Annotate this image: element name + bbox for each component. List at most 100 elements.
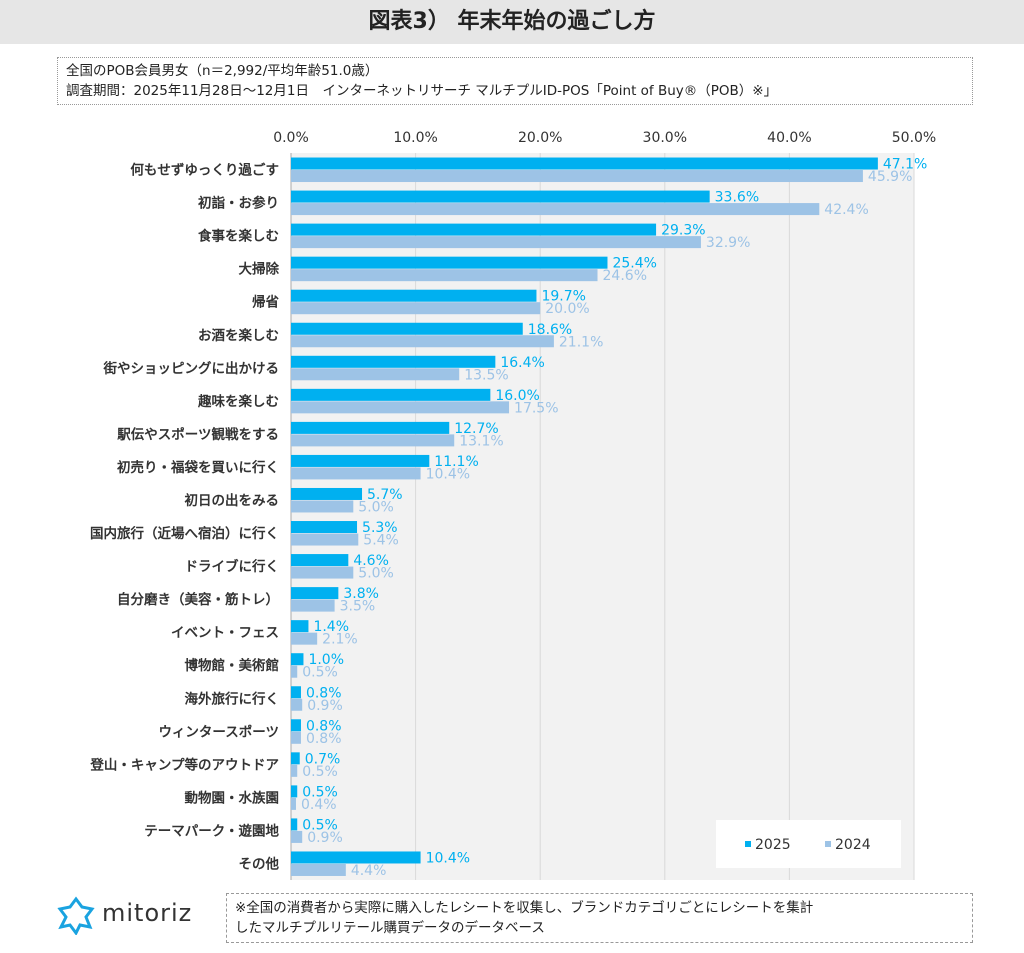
- data-label-2025: 29.3%: [661, 223, 705, 239]
- category-label: 食事を楽しむ: [198, 228, 279, 245]
- bar-2024: [291, 434, 455, 447]
- bar-2024: [291, 368, 460, 381]
- bar-2024: [291, 269, 598, 282]
- category-label: ウィンタースポーツ: [158, 723, 279, 740]
- data-label-2024: 45.9%: [868, 169, 912, 185]
- data-label-2025: 0.7%: [305, 751, 341, 767]
- bar-2024: [291, 533, 359, 546]
- category-label: 海外旅行に行く: [185, 690, 280, 707]
- bar-2025: [291, 686, 301, 699]
- bar-2025: [291, 388, 491, 401]
- category-label: 初詣・お参り: [198, 195, 279, 212]
- bar-2025: [291, 521, 358, 534]
- mitoriz-logo: mitoriz: [56, 895, 226, 936]
- category-label: 初売り・福袋を買いに行く: [117, 459, 279, 476]
- legend-label: 2025: [755, 837, 791, 853]
- data-label-2024: 0.9%: [307, 698, 343, 714]
- category-label: ドライブに行く: [185, 558, 280, 575]
- category-label: 登山・キャンプ等のアウトドア: [89, 756, 279, 773]
- footnote-line: ※全国の消費者から実際に購入したレシートを収集し、ブランドカテゴリごとにレシート…: [235, 900, 814, 916]
- category-label: 初日の出をみる: [185, 492, 280, 509]
- bar-2024: [291, 797, 296, 810]
- bar-2024: [291, 764, 298, 777]
- category-label: テーマパーク・遊園地: [144, 822, 279, 839]
- data-label-2024: 4.4%: [351, 863, 387, 879]
- data-label-2025: 5.3%: [362, 520, 398, 536]
- bar-2025: [291, 421, 450, 434]
- bar-2025: [291, 487, 363, 500]
- data-label-2024: 5.4%: [363, 533, 399, 549]
- x-tick-label: 20.0%: [518, 130, 562, 146]
- legend-marker-2025: [745, 841, 751, 847]
- category-label: 帰省: [252, 294, 279, 311]
- data-label-2025: 0.5%: [302, 784, 338, 800]
- bar-2024: [291, 302, 541, 315]
- data-label-2024: 0.8%: [306, 731, 342, 747]
- data-label-2024: 3.5%: [340, 599, 376, 615]
- bar-2025: [291, 620, 309, 633]
- data-label-2024: 10.4%: [426, 466, 470, 482]
- bar-2025: [291, 587, 339, 600]
- data-label-2025: 3.8%: [343, 586, 379, 602]
- bar-2024: [291, 830, 303, 843]
- bar-2024: [291, 698, 303, 711]
- footnote: ※全国の消費者から実際に購入したレシートを収集し、ブランドカテゴリごとにレシート…: [226, 893, 973, 943]
- bar-2024: [291, 467, 421, 480]
- bar-2024: [291, 203, 820, 216]
- survey-sample: 全国のPOB会員男女（n＝2,992/平均年齢51.0歳）: [66, 63, 379, 79]
- footnote-line: したマルチプルリテール購買データのデータベース: [235, 920, 545, 936]
- bar-2025: [291, 719, 301, 732]
- category-label: 街やショッピングに出かける: [103, 360, 280, 377]
- legend: [716, 820, 901, 868]
- bar-2024: [291, 599, 335, 612]
- data-label-2024: 13.1%: [459, 433, 503, 449]
- category-label: 自分磨き（美容・筋トレ）: [117, 591, 279, 608]
- survey-period: 調査期間：2025年11月28日～12月1日 インターネットリサーチ マルチプル…: [66, 83, 778, 99]
- bar-2024: [291, 632, 318, 645]
- bar-2024: [291, 731, 301, 744]
- survey-info: 全国のPOB会員男女（n＝2,992/平均年齢51.0歳） 調査期間：2025年…: [57, 57, 973, 105]
- data-label-2025: 11.1%: [434, 454, 478, 470]
- logo-text: mitoriz: [102, 899, 193, 927]
- data-label-2024: 42.4%: [824, 202, 868, 218]
- x-tick-label: 50.0%: [892, 130, 936, 146]
- bar-2025: [291, 322, 523, 335]
- bar-2024: [291, 863, 346, 876]
- bar-2025: [291, 785, 298, 798]
- data-label-2025: 18.6%: [528, 322, 572, 338]
- bar-2025: [291, 818, 298, 831]
- data-label-2025: 4.6%: [353, 553, 389, 569]
- category-label: 趣味を楽しむ: [197, 393, 279, 410]
- legend-label: 2024: [835, 837, 871, 853]
- data-label-2024: 17.5%: [514, 400, 558, 416]
- data-label-2024: 13.5%: [464, 367, 508, 383]
- data-label-2025: 0.8%: [306, 718, 342, 734]
- category-label: 国内旅行（近場へ宿泊）に行く: [90, 525, 279, 542]
- data-label-2025: 0.8%: [306, 685, 342, 701]
- category-label: 動物園・水族園: [185, 789, 280, 806]
- page-title: 図表3） 年末年始の過ごし方: [0, 0, 1024, 44]
- category-label: イベント・フェス: [171, 625, 279, 641]
- data-label-2024: 24.6%: [603, 268, 647, 284]
- data-label-2024: 0.9%: [307, 830, 343, 846]
- bar-2025: [291, 752, 300, 765]
- bar-2024: [291, 665, 298, 678]
- data-label-2025: 10.4%: [426, 850, 470, 866]
- bar-2024: [291, 170, 863, 183]
- x-tick-label: 10.0%: [393, 130, 437, 146]
- data-label-2025: 1.4%: [313, 619, 349, 635]
- bar-2024: [291, 335, 554, 348]
- bar-2025: [291, 454, 430, 467]
- data-label-2024: 21.1%: [559, 334, 603, 350]
- bar-2025: [291, 653, 304, 666]
- data-label-2025: 12.7%: [454, 421, 498, 437]
- data-label-2025: 33.6%: [715, 190, 759, 206]
- bar-2025: [291, 851, 421, 864]
- x-tick-label: 30.0%: [643, 130, 687, 146]
- category-label: 大掃除: [239, 261, 280, 278]
- data-label-2025: 5.7%: [367, 487, 403, 503]
- bar-2025: [291, 190, 710, 203]
- data-label-2024: 0.5%: [302, 764, 338, 780]
- category-label: 何もせずゆっくり過ごす: [130, 162, 279, 179]
- data-label-2025: 25.4%: [612, 256, 656, 272]
